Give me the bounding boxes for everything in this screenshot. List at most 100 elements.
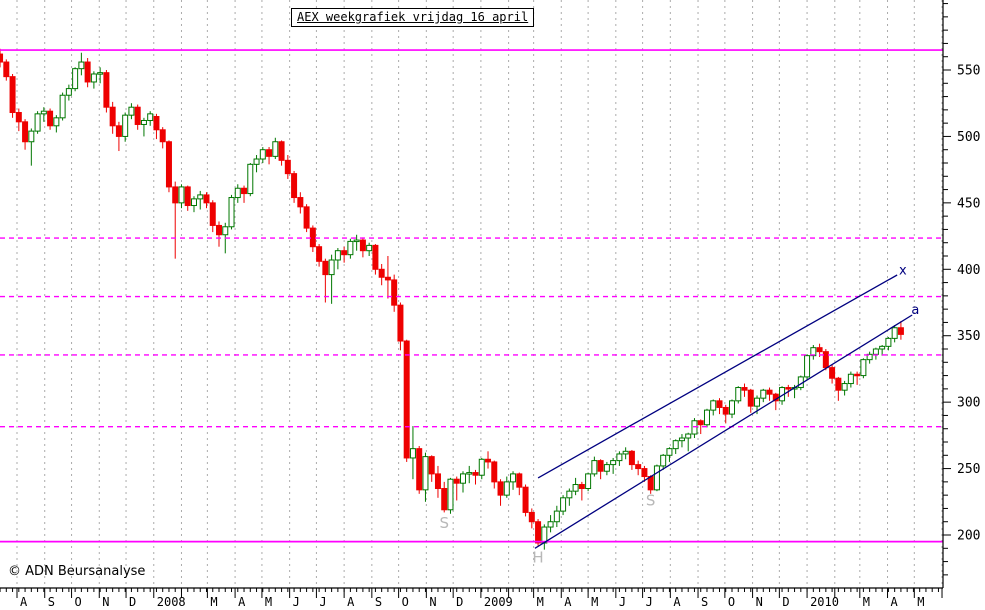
candle — [15, 108, 22, 132]
candle — [241, 185, 248, 203]
candle — [585, 472, 592, 492]
x-axis-month-label: J — [319, 595, 326, 609]
x-axis-month-label: M — [265, 595, 272, 609]
y-axis-tick-label: 500 — [957, 130, 980, 145]
candle — [491, 460, 498, 489]
candle — [472, 469, 479, 485]
x-axis-month-label: A — [673, 595, 681, 609]
candle — [610, 457, 617, 474]
candle — [591, 456, 598, 477]
candle — [34, 111, 41, 134]
candle — [397, 302, 404, 351]
candle — [347, 238, 354, 259]
candle — [291, 170, 298, 203]
candle — [366, 242, 373, 257]
candle — [328, 254, 335, 304]
x-axis-month-label: M — [537, 595, 544, 609]
trendline-label-a: a — [911, 303, 919, 318]
candle — [259, 147, 266, 164]
wave-label-H: H — [532, 549, 543, 567]
candle — [866, 351, 873, 364]
y-axis-tick-label: 550 — [957, 64, 980, 79]
candle — [153, 113, 160, 140]
candle — [553, 505, 560, 528]
candle — [804, 354, 811, 380]
candle — [90, 71, 97, 89]
candle — [666, 447, 673, 462]
x-axis-month-label: O — [75, 595, 82, 609]
candle — [140, 117, 147, 137]
candle — [372, 244, 379, 275]
month-gridlines — [16, 0, 943, 588]
x-axis-month-label: 2008 — [157, 595, 186, 609]
x-axis-month-label: S — [701, 595, 708, 609]
candle — [685, 432, 692, 452]
candle — [616, 451, 623, 466]
candle — [184, 185, 191, 211]
candle — [109, 101, 116, 134]
y-axis-tick-label: 300 — [957, 396, 980, 411]
candle — [622, 447, 629, 460]
candle — [516, 472, 523, 496]
candle — [578, 481, 585, 501]
x-axis-month-label: N — [756, 595, 763, 609]
candle — [22, 119, 29, 150]
candle — [72, 67, 79, 92]
chart-title: AEX weekgrafiek vrijdag 16 april — [297, 10, 529, 24]
candle — [447, 477, 454, 514]
x-axis-month-label: O — [402, 595, 409, 609]
candle — [122, 112, 129, 142]
x-axis-month-label: A — [564, 595, 572, 609]
candle — [641, 465, 648, 482]
candle — [722, 404, 729, 424]
candle — [309, 225, 316, 253]
candle — [359, 237, 366, 258]
candle — [860, 358, 867, 379]
candle — [97, 67, 104, 84]
trendline-label-x: x — [899, 264, 907, 279]
trendline-x — [537, 274, 898, 479]
candle — [409, 426, 416, 480]
x-axis-month-label: M — [591, 595, 598, 609]
candle — [441, 481, 448, 513]
candlesticks — [0, 48, 904, 550]
x-axis-month-label: J — [619, 595, 626, 609]
candle — [672, 439, 679, 454]
candle — [115, 121, 122, 152]
level-lines — [0, 49, 943, 543]
candle — [0, 48, 4, 68]
candle — [453, 476, 460, 501]
candle — [847, 371, 854, 388]
candle — [178, 184, 185, 209]
x-axis-month-label: A — [20, 595, 28, 609]
candle — [128, 103, 135, 120]
x-axis-month-label: N — [102, 595, 109, 609]
candle — [628, 449, 635, 470]
candle — [322, 258, 329, 303]
candle — [760, 388, 767, 403]
candle — [65, 84, 72, 101]
candle — [497, 479, 504, 506]
x-axis-month-label: A — [347, 595, 355, 609]
candle — [341, 246, 348, 263]
x-axis-month-label: D — [456, 595, 463, 609]
wave-label-S: S — [439, 514, 449, 532]
candle — [466, 465, 473, 484]
candle — [428, 455, 435, 482]
candle — [278, 140, 285, 166]
candle — [710, 399, 717, 416]
candle — [59, 92, 66, 121]
candle — [810, 345, 817, 360]
candle — [172, 181, 179, 259]
candle — [729, 399, 736, 419]
candle — [416, 445, 423, 494]
candle — [216, 221, 223, 247]
candle — [434, 465, 441, 498]
x-axis-month-label: A — [891, 595, 899, 609]
candle — [378, 263, 385, 286]
candle — [272, 137, 279, 160]
candle — [566, 488, 573, 506]
candle — [829, 364, 836, 384]
